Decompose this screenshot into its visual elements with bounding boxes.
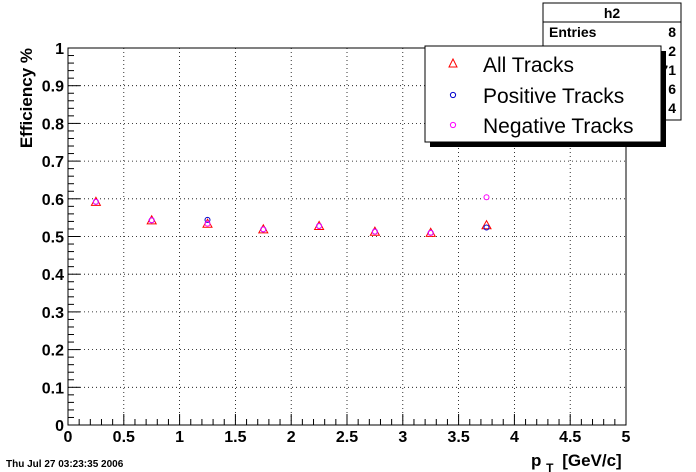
y-tick-label: 0.7 — [42, 154, 64, 171]
x-axis-title-unit: [GeV/c] — [562, 451, 622, 470]
data-point-negative-tracks — [427, 229, 434, 236]
legend-marker-positive-tracks — [449, 91, 457, 99]
y-tick-label: 1 — [55, 41, 64, 58]
y-tick-label: 0.9 — [42, 79, 64, 96]
data-point-all-tracks — [481, 219, 492, 230]
stats-row-label: Entries — [549, 24, 597, 40]
y-tick-labels: 0 0.1 0.2 0.3 0.4 0.5 0.6 0.7 0.8 0.9 1 — [42, 41, 64, 435]
y-tick-label: 0.8 — [42, 116, 64, 133]
legend-label-all-tracks: All Tracks — [483, 54, 574, 77]
y-tick-label: 0.1 — [42, 380, 64, 397]
x-tick-label: 2 — [287, 429, 296, 446]
data-point-negative-tracks — [260, 226, 267, 233]
y-tick-label: 0.5 — [42, 230, 64, 247]
x-axis-title: p T [GeV/c] — [531, 451, 622, 472]
data-markers — [90, 194, 492, 237]
legend-label-positive-tracks: Positive Tracks — [483, 85, 624, 108]
axis-ticks — [67, 47, 627, 426]
y-axis-title: Efficiency % — [17, 48, 36, 148]
y-tick-label: 0.4 — [42, 267, 64, 284]
stats-row-value: 8 — [668, 24, 676, 40]
stats-row-value: 6 — [668, 81, 676, 97]
data-point-negative-tracks — [371, 228, 378, 235]
x-tick-label: 3 — [398, 429, 407, 446]
y-tick-label: 0.6 — [42, 192, 64, 209]
x-tick-label: 2.5 — [336, 429, 358, 446]
x-tick-label: 1 — [175, 429, 184, 446]
data-point-negative-tracks — [483, 194, 490, 201]
data-point-negative-tracks — [148, 217, 155, 224]
timestamp: Thu Jul 27 03:23:35 2006 — [6, 459, 124, 470]
stats-row-value: 2 — [668, 43, 676, 59]
y-tick-label: 0 — [55, 418, 64, 435]
x-tick-label: 1.5 — [224, 429, 246, 446]
x-tick-label: 4.5 — [559, 429, 581, 446]
x-tick-label: 4 — [510, 429, 519, 446]
y-tick-label: 0.3 — [42, 305, 64, 322]
data-point-negative-tracks — [92, 198, 99, 205]
x-tick-label: 3.5 — [447, 429, 469, 446]
stats-row-value: 4 — [668, 100, 676, 116]
data-point-positive-tracks — [483, 224, 490, 231]
legend-marker-all-tracks — [448, 57, 458, 68]
x-axis-title-sub: T — [546, 461, 554, 472]
legend: All Tracks Positive Tracks Negative Trac… — [424, 45, 666, 147]
data-point-negative-tracks — [316, 222, 323, 229]
x-tick-labels: 0 0.5 1 1.5 2 2.5 3 3.5 4 4.5 5 — [64, 429, 631, 446]
stats-box-title: h2 — [604, 5, 621, 21]
data-point-positive-tracks — [204, 216, 211, 223]
x-tick-label: 5 — [622, 429, 631, 446]
x-axis-title-main: p — [531, 451, 541, 470]
y-tick-label: 0.2 — [42, 343, 64, 360]
legend-frame — [424, 45, 662, 143]
legend-label-negative-tracks: Negative Tracks — [483, 115, 634, 138]
data-point-negative-tracks — [204, 220, 211, 227]
legend-marker-negative-tracks — [449, 121, 457, 129]
x-tick-label: 0.5 — [113, 429, 135, 446]
x-tick-label: 0 — [64, 429, 73, 446]
